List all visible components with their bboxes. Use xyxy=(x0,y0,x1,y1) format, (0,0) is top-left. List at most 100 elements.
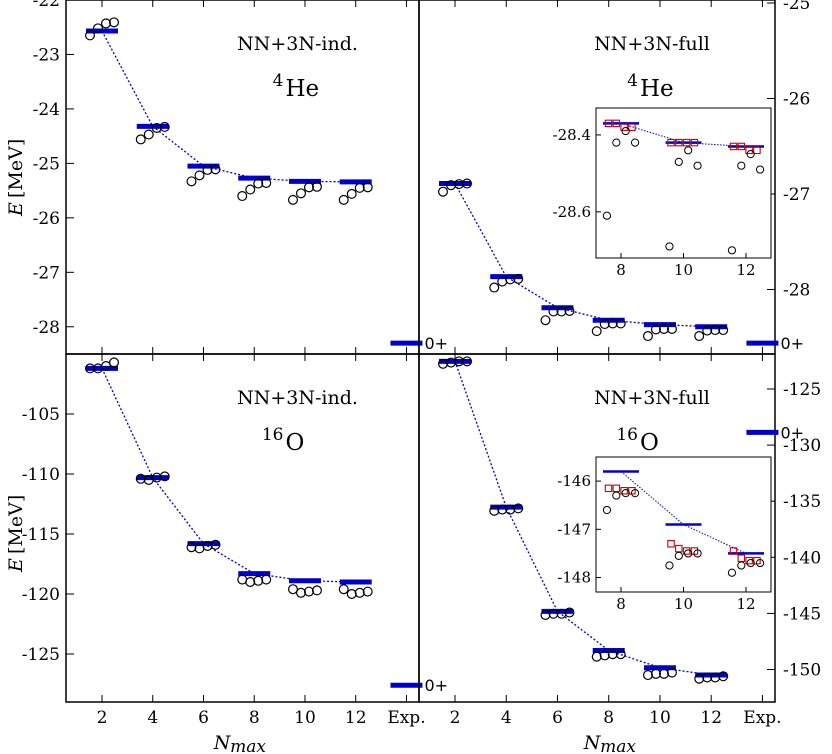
data-point xyxy=(346,588,357,599)
inset-square-point xyxy=(745,146,753,155)
inset-circle-point xyxy=(693,161,702,170)
y-right-tick-label: -28 xyxy=(783,281,810,301)
data-point xyxy=(287,584,298,595)
x-tick-label: 4 xyxy=(501,708,512,728)
data-point xyxy=(253,575,264,586)
data-point xyxy=(591,326,602,337)
data-point xyxy=(151,472,162,483)
data-point xyxy=(100,361,111,372)
data-point xyxy=(438,358,449,369)
data-point xyxy=(615,649,626,660)
inset-square-point xyxy=(612,119,621,128)
data-point xyxy=(135,134,146,145)
y-axis-label-top: E [MeV] xyxy=(5,139,27,217)
data-point xyxy=(362,182,373,193)
inset-circle-point xyxy=(665,561,674,570)
y-right-tick-label: -145 xyxy=(783,604,821,624)
data-point xyxy=(338,194,349,205)
interaction-label: NN+3N-full xyxy=(594,33,710,55)
nucleus-label: 16 O xyxy=(616,425,659,456)
data-point xyxy=(446,180,457,191)
data-point xyxy=(295,587,306,598)
inset-line xyxy=(620,122,747,147)
nucleus-mass: 4 xyxy=(627,71,638,91)
inset-square-point xyxy=(620,123,628,131)
data-point xyxy=(311,585,322,596)
data-point xyxy=(261,177,272,188)
inset-circle-point xyxy=(630,138,640,147)
y-right-tick-label: -150 xyxy=(783,661,821,681)
inset-circle-point xyxy=(727,246,737,255)
data-point xyxy=(505,274,516,285)
data-point xyxy=(159,471,170,482)
inset-circle-point xyxy=(755,165,765,174)
inset-circle-point xyxy=(602,211,612,220)
data-point xyxy=(607,649,618,660)
inset-circle-point xyxy=(693,549,702,558)
data-point xyxy=(666,323,677,334)
y-tick-label: -24 xyxy=(33,100,60,120)
data-point xyxy=(151,122,162,133)
inset-square-point xyxy=(667,138,675,147)
panel-o16-ind: 2 4 6 8 10 12 Exp. -105 -110 -115 -120 -125 0+ NN+3N-… xyxy=(22,353,448,728)
data-point xyxy=(108,17,119,28)
y-right-tick-label: -135 xyxy=(783,492,821,512)
data-point xyxy=(591,651,602,662)
data-point xyxy=(666,667,677,678)
inset-x-tick-label: 8 xyxy=(616,595,626,613)
data-point xyxy=(338,584,349,595)
inset-y-tick-label: -28.6 xyxy=(553,203,591,221)
data-point xyxy=(159,121,170,132)
y-tick-label: -120 xyxy=(22,585,60,605)
nucleus-label: 16 O xyxy=(262,425,305,456)
inset-square-point xyxy=(729,142,738,151)
panels-layer: -22-23-24-25-26-27-280+NN+3N-ind.4 He-25-… xyxy=(22,0,821,728)
x-tick-label: 12 xyxy=(700,708,722,728)
y-right-tick-label: -27 xyxy=(783,185,810,205)
data-point xyxy=(642,331,653,342)
data-point xyxy=(210,164,221,175)
inset-circle-point xyxy=(746,558,755,568)
inset-circle-point xyxy=(621,126,630,136)
data-point xyxy=(513,503,524,514)
data-point xyxy=(505,504,516,515)
data-point xyxy=(303,182,314,193)
data-point xyxy=(497,504,508,515)
y-tick-label: -105 xyxy=(22,405,60,425)
data-point xyxy=(718,671,729,682)
y-tick-label: -115 xyxy=(22,525,60,545)
data-point xyxy=(489,282,500,293)
nucleus-symbol: He xyxy=(286,76,320,102)
inset-circle-point xyxy=(684,146,693,155)
y-tick-label: -27 xyxy=(33,263,60,283)
y-axis-label-text: E xyxy=(5,202,27,217)
interaction-label: NN+3N-full xyxy=(594,387,710,409)
inset-o16-full: 8 10 12 -146 -147 -148 xyxy=(557,456,772,613)
data-point xyxy=(362,586,373,597)
x-tick-label: 2 xyxy=(450,708,461,728)
inset-he4-full: 8 10 12 -28.4 -28.6 xyxy=(553,107,772,279)
inset-square-point xyxy=(682,138,691,147)
x-axis-label-text: N xyxy=(583,732,602,754)
data-point xyxy=(237,191,248,202)
y-axis-label-text: E xyxy=(5,558,27,573)
inset-x-tick-label: 10 xyxy=(674,595,693,613)
data-point xyxy=(548,306,559,317)
data-point xyxy=(210,539,221,550)
data-point xyxy=(454,356,465,367)
inset-square-point xyxy=(667,540,675,548)
y-tick-label: -26 xyxy=(33,209,60,229)
experiment-state-label: 0+ xyxy=(424,334,448,353)
data-point xyxy=(311,181,322,192)
data-point xyxy=(694,331,705,342)
data-point xyxy=(556,608,567,619)
x-axis-label-left: N max xyxy=(213,732,267,754)
inset-circle-point xyxy=(665,242,674,251)
nucleus-mass: 4 xyxy=(273,71,284,91)
data-point xyxy=(108,357,119,368)
inset-square-point xyxy=(675,138,683,147)
data-point xyxy=(599,650,610,661)
inset-x-tick-label: 12 xyxy=(736,595,755,613)
data-point xyxy=(599,319,610,330)
